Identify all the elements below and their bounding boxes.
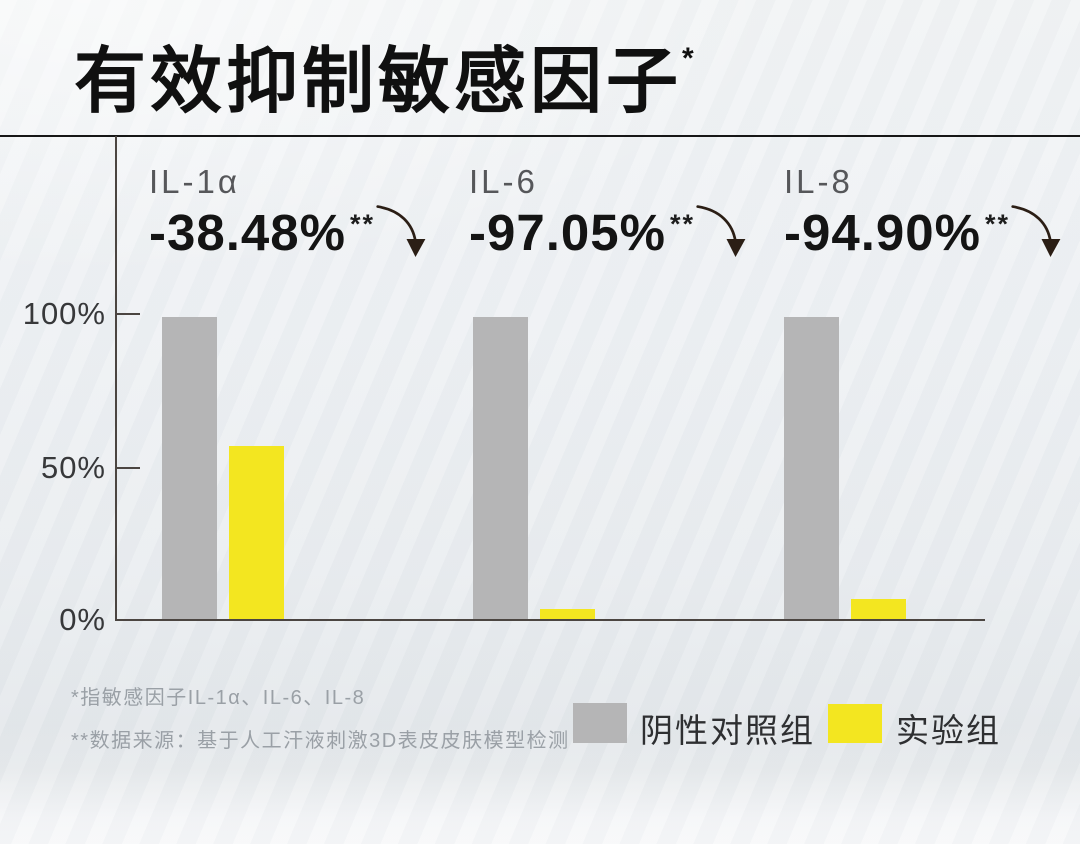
bar-experimental-il1a <box>229 446 284 619</box>
change-row: -94.90% ** <box>784 204 1064 261</box>
cytokine-label: IL-8 <box>784 163 853 200</box>
significance-marker: ** <box>349 209 375 239</box>
legend-swatch-experimental <box>828 704 882 743</box>
y-tick-50 <box>116 467 140 469</box>
page-title: 有效抑制敏感因子* <box>74 22 694 127</box>
y-tick-label-0: 0% <box>59 602 106 637</box>
cytokine-label: IL-6 <box>469 163 538 200</box>
page-title-text: 有效抑制敏感因子 <box>74 42 683 122</box>
group-header-il8: IL-8 -94.90% ** <box>784 163 1064 259</box>
change-row: -97.05% ** <box>469 204 749 261</box>
change-row: -38.48% ** <box>149 204 429 261</box>
y-axis-line <box>115 136 117 621</box>
legend-swatch-control <box>573 703 627 743</box>
footnote-factors: *指敏感因子IL-1α、IL-6、IL-8 <box>71 687 366 709</box>
change-value: -38.48% <box>149 204 346 261</box>
y-tick-100 <box>116 313 140 315</box>
bar-control-il1a <box>162 317 217 619</box>
bar-control-il8 <box>784 317 839 619</box>
y-tick-label-100: 100% <box>22 296 106 331</box>
title-asterisk: * <box>682 42 694 75</box>
bar-control-il6 <box>473 317 528 619</box>
legend-label-control: 阴性对照组 <box>640 712 815 749</box>
significance-marker: ** <box>984 209 1010 239</box>
footnote-data-source: **数据来源：基于人工汗液刺激3D表皮皮肤模型检测 <box>71 730 570 752</box>
legend-label-experimental: 实验组 <box>896 712 1001 749</box>
decrease-arrow-icon <box>1011 205 1061 257</box>
decrease-arrow-icon <box>376 205 426 257</box>
significance-marker: ** <box>669 209 695 239</box>
cytokine-label: IL-1α <box>149 163 240 200</box>
change-value: -97.05% <box>469 204 666 261</box>
y-tick-label-50: 50% <box>40 450 106 485</box>
group-header-il6: IL-6 -97.05% ** <box>469 163 749 259</box>
bar-experimental-il8 <box>851 599 906 619</box>
header-divider <box>0 135 1080 137</box>
x-axis-line <box>115 619 985 621</box>
bar-experimental-il6 <box>540 609 595 619</box>
group-header-il1a: IL-1α -38.48% ** <box>149 163 429 259</box>
decrease-arrow-icon <box>696 205 746 257</box>
change-value: -94.90% <box>784 204 981 261</box>
